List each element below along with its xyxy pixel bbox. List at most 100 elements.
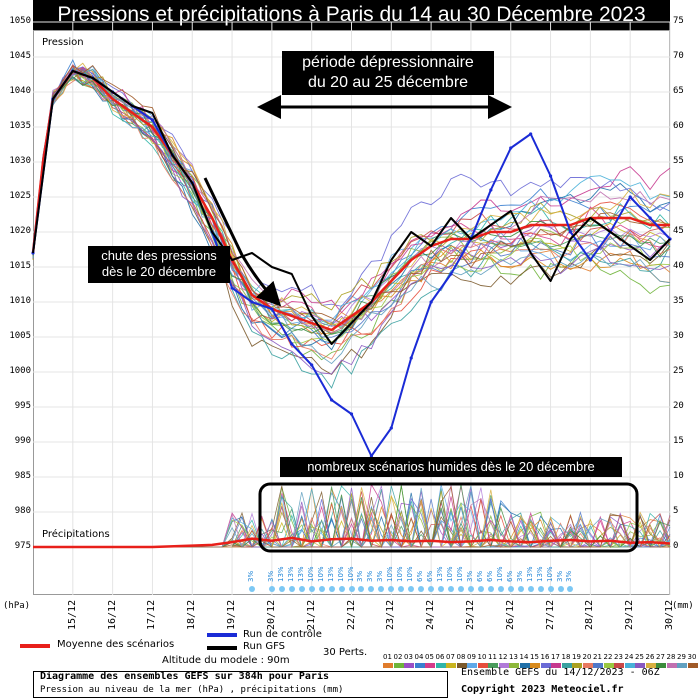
member-23-pressure-line: [32, 65, 671, 326]
date-tick: 27/12: [544, 599, 556, 630]
precip-flake-icon: [338, 586, 345, 592]
control-point: [389, 426, 393, 430]
control-point: [648, 216, 652, 220]
pressure-tick: 1010: [9, 296, 31, 306]
precip-probability: 10%: [386, 566, 395, 582]
precip-flake-icon: [418, 586, 425, 592]
precip-tick: 60: [673, 121, 684, 131]
member-legend-swatch: [635, 663, 645, 668]
precip-flake-icon: [477, 586, 484, 592]
member-legend-swatch: [393, 663, 404, 668]
precip-probability: 13%: [436, 566, 445, 582]
drop-line-1: chute des pressions: [101, 248, 217, 263]
control-point: [429, 300, 433, 304]
member-20-pressure-line: [32, 75, 671, 360]
control-point: [568, 230, 573, 234]
precip-flake-icon: [457, 586, 464, 592]
pressure-tick: 1005: [9, 331, 31, 341]
precip-flake-icon: [527, 586, 534, 592]
precip-flake-icon: [378, 586, 385, 592]
control-point: [529, 132, 533, 136]
member-legend-number: 22: [603, 653, 613, 661]
control-point: [548, 174, 553, 178]
control-point: [628, 195, 632, 199]
member-legend-swatch: [561, 663, 572, 668]
precip-flake-icon: [438, 586, 445, 592]
control-point: [409, 356, 413, 360]
precip-flake-icon: [467, 586, 474, 592]
precip-flake-icon: [408, 586, 415, 592]
period-line-2: du 20 au 25 décembre: [307, 74, 469, 91]
precip-tick: 70: [673, 51, 684, 61]
control-point: [250, 300, 254, 304]
member-legend-number: 29: [677, 653, 686, 661]
footer-box: [33, 671, 448, 698]
date-tick: 26/12: [504, 599, 516, 630]
series-moyenne-des-sc-narios: [31, 69, 670, 332]
precip-tick: 10: [673, 471, 684, 481]
member-legend-swatch: [645, 663, 656, 668]
member-legend-number: 12: [498, 653, 508, 661]
precip-flake-icon: [358, 586, 365, 592]
member-legend-number: 10: [477, 653, 487, 661]
precip-probability: 10%: [406, 566, 415, 582]
precip-flake-icon: [567, 586, 574, 592]
date-tick: 15/12: [66, 599, 78, 630]
member-legend-swatch: [414, 663, 425, 668]
legend-mean: Moyenne des scénarios: [57, 639, 175, 650]
pressure-tick: 1030: [9, 156, 31, 166]
member-legend-number: 03: [404, 653, 413, 661]
precip-probability: 13%: [535, 566, 544, 582]
precip-flake-icon: [497, 586, 504, 592]
control-point: [290, 342, 294, 346]
date-tick: 20/12: [265, 599, 277, 630]
member-legend-swatch: [530, 663, 540, 668]
pressure-label: Pression: [42, 37, 84, 48]
precip-probability: 10%: [446, 566, 455, 582]
member-legend-swatch: [498, 663, 509, 668]
member-legend-swatch: [687, 663, 698, 668]
date-tick: 17/12: [146, 599, 158, 630]
period-line-1: période dépressionnaire: [302, 54, 474, 71]
control-point: [588, 258, 592, 262]
date-tick: 16/12: [106, 599, 118, 630]
precip-flake-icon: [268, 586, 275, 592]
member-legend-number: 16: [540, 653, 550, 661]
drop-annotation: chute des pressions dès le 20 décembre: [88, 246, 230, 283]
precip-flake-icon: [368, 586, 375, 592]
control-point: [150, 118, 155, 122]
precip-flake-icon: [428, 586, 435, 592]
member-legend-swatch: [572, 663, 582, 668]
precip-probability: 3%: [555, 570, 564, 582]
member-legend-number: 14: [519, 653, 529, 661]
mm-unit: (mm): [672, 601, 694, 611]
pressure-tick: 1045: [9, 51, 31, 61]
precip-probability: 6%: [505, 570, 514, 582]
precip-probability: 3%: [266, 570, 275, 582]
member-legend-swatch: [509, 663, 519, 668]
precip-flake-icon: [537, 586, 544, 592]
pressure-tick: 1035: [9, 121, 31, 131]
member-legend-number: 08: [456, 653, 466, 661]
control-point: [349, 412, 354, 416]
member-legend-swatch: [666, 663, 677, 668]
precip-probability: 3%: [246, 570, 255, 582]
member-14-pressure-line: [32, 68, 671, 351]
precip-flake-icon: [517, 586, 524, 592]
pressure-tick: 1040: [9, 86, 31, 96]
legend-altitude: Altitude du modele : 90m: [162, 655, 290, 666]
control-point: [329, 398, 334, 402]
member-legend-swatch: [477, 663, 488, 668]
precip-flake-icon: [507, 586, 514, 592]
legend-control: Run de contrôle: [243, 629, 322, 640]
member-legend-swatch: [614, 663, 624, 668]
control-point: [449, 272, 453, 276]
precip-flake-icon: [248, 586, 255, 592]
precip-probability: 10%: [336, 566, 345, 582]
period-annotation: période dépressionnaire du 20 au 25 déce…: [282, 51, 494, 95]
pressure-tick: 1020: [9, 226, 31, 236]
member-legend-swatch: [425, 663, 435, 668]
control-point: [230, 286, 234, 290]
precip-probability: 6%: [475, 570, 484, 582]
mean-swatch: [20, 644, 50, 648]
